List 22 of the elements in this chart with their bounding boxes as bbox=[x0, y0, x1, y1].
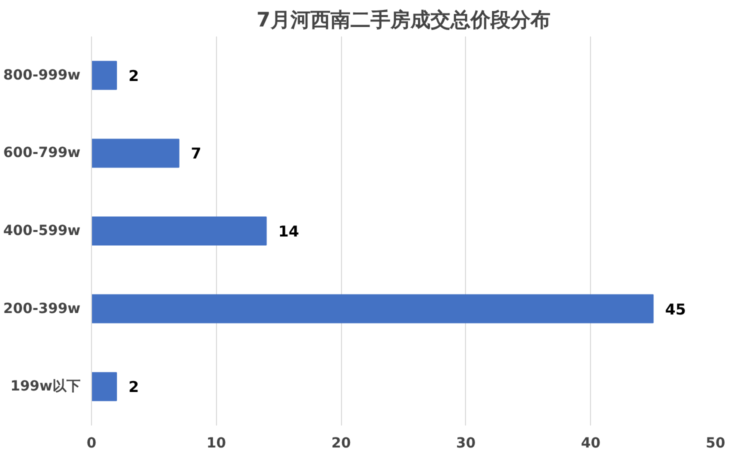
x-tick-label: 50 bbox=[706, 436, 726, 452]
data-label: 7 bbox=[190, 144, 202, 163]
y-tick-label: 600-799w bbox=[3, 145, 81, 162]
y-tick-label: 200-399w bbox=[3, 300, 81, 317]
data-label: 45 bbox=[665, 300, 686, 318]
data-label: 2 bbox=[128, 66, 139, 85]
x-tick-label: 40 bbox=[580, 436, 601, 452]
bar bbox=[92, 138, 180, 168]
bar bbox=[92, 60, 117, 90]
y-tick-label: 400-599w bbox=[3, 223, 81, 239]
x-tick-label: 0 bbox=[86, 436, 97, 452]
y-tick-label: 199w以下 bbox=[10, 378, 81, 395]
bar bbox=[92, 294, 654, 324]
x-tick-label: 20 bbox=[331, 436, 352, 452]
data-label: 14 bbox=[278, 222, 300, 240]
data-label: 2 bbox=[128, 378, 139, 396]
x-tick-label: 10 bbox=[206, 436, 226, 452]
bar bbox=[92, 216, 267, 246]
chart-title: 7月河西南二手房成交总价段分布 bbox=[256, 8, 550, 32]
bar bbox=[92, 372, 117, 402]
x-tick-label: 30 bbox=[456, 436, 476, 452]
y-tick-label: 800-999w bbox=[3, 67, 81, 84]
